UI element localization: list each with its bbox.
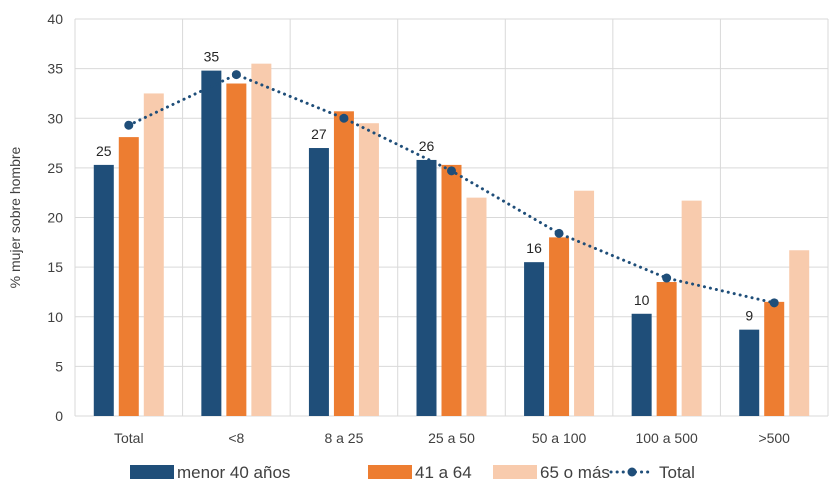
legend-label: 65 o más [540, 463, 610, 482]
line-point [769, 298, 779, 308]
legend-label: 41 a 64 [415, 463, 472, 482]
legend-swatch [368, 465, 412, 479]
bar [416, 159, 437, 416]
bar [656, 282, 677, 416]
bar [118, 137, 139, 417]
y-tick-label: 20 [47, 210, 63, 226]
bar [549, 237, 570, 416]
x-tick-label: 100 a 500 [635, 430, 697, 446]
bar [226, 83, 247, 416]
line-point [231, 70, 241, 80]
y-tick-label: 0 [55, 408, 63, 424]
y-tick-label: 35 [47, 61, 63, 77]
data-label: 10 [634, 292, 650, 308]
bar [574, 190, 595, 416]
line-point [662, 273, 672, 283]
data-label: 27 [311, 126, 327, 142]
data-label: 35 [204, 49, 220, 65]
line-point [447, 166, 456, 176]
data-label: 26 [419, 138, 435, 154]
x-tick-label: Total [114, 430, 144, 446]
bar [466, 197, 487, 416]
bar [739, 329, 760, 416]
bar [789, 250, 810, 416]
data-labels: 25 35 27 26 16 10 9 [96, 49, 753, 324]
line-point [339, 113, 349, 123]
bar [358, 123, 379, 417]
legend-label: Total [659, 463, 695, 482]
y-tick-label: 25 [47, 160, 63, 176]
legend-swatch [130, 465, 174, 479]
x-tick-label: 8 a 25 [324, 430, 363, 446]
data-label: 9 [745, 308, 753, 324]
bar [524, 262, 545, 416]
x-tick-label: >500 [758, 430, 790, 446]
bars [93, 63, 810, 417]
bar [764, 301, 785, 416]
legend-line-marker [627, 467, 637, 477]
total-line [124, 70, 779, 308]
bar [93, 164, 114, 416]
bar [201, 70, 222, 417]
x-tick-label: 25 a 50 [428, 430, 475, 446]
y-tick-label: 30 [47, 110, 63, 126]
legend-swatch [493, 465, 537, 479]
data-label: 25 [96, 143, 112, 159]
tick-labels: 0 5 10 15 20 25 30 35 40 Total <8 8 a 25 25 a 50 50 a… [47, 11, 790, 446]
y-tick-label: 5 [55, 358, 63, 374]
x-tick-label: <8 [228, 430, 244, 446]
legend: menor 40 años 41 a 64 65 o más Total [130, 463, 695, 482]
bar [681, 200, 702, 416]
x-tick-label: 50 a 100 [532, 430, 587, 446]
legend-label: menor 40 años [177, 463, 290, 482]
bar [308, 148, 329, 416]
bar [441, 164, 462, 416]
bar [631, 313, 652, 416]
bar [251, 63, 272, 416]
line-point [124, 120, 134, 130]
bar [143, 93, 164, 416]
data-label: 16 [526, 240, 542, 256]
bar [333, 111, 354, 417]
y-tick-label: 40 [47, 11, 63, 27]
line-point [554, 228, 564, 238]
y-axis-title: % mujer sobre hombre [7, 146, 23, 288]
y-tick-label: 10 [47, 309, 63, 325]
y-tick-label: 15 [47, 259, 63, 275]
